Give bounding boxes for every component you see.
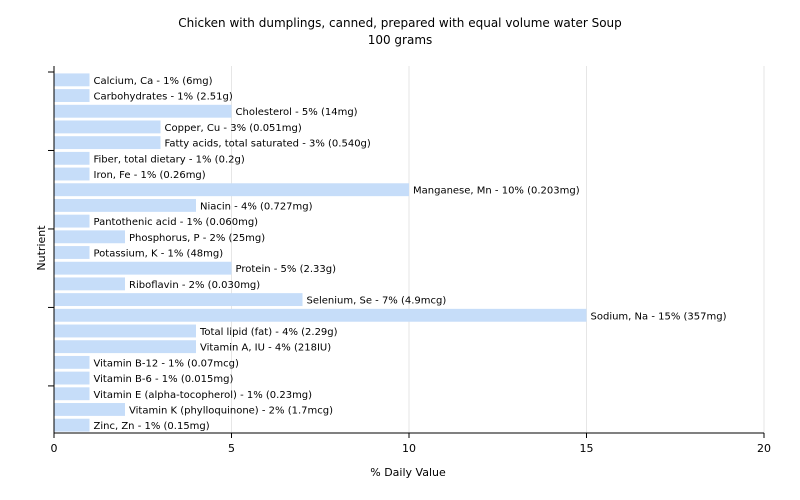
bar-label: Vitamin K (phylloquinone) - 2% (1.7mcg) (129, 405, 333, 416)
bar-label: Calcium, Ca - 1% (6mg) (94, 76, 213, 87)
bar (54, 418, 90, 432)
bar-label: Cholesterol - 5% (14mg) (236, 107, 358, 118)
bar-label: Fatty acids, total saturated - 3% (0.540… (165, 139, 371, 150)
x-axis-label: % Daily Value (370, 466, 446, 479)
bar (54, 230, 125, 244)
x-tick-label: 20 (757, 442, 771, 455)
bar (54, 73, 90, 87)
bar-label: Protein - 5% (2.33g) (236, 264, 337, 275)
bar (54, 183, 409, 197)
bar (54, 198, 196, 212)
bar-label: Copper, Cu - 3% (0.051mg) (165, 123, 302, 134)
bar (54, 324, 196, 338)
bar-label: Fiber, total dietary - 1% (0.2g) (94, 154, 245, 165)
bar (54, 246, 90, 259)
bar-label: Vitamin B-12 - 1% (0.07mcg) (94, 358, 239, 369)
x-ticks: 0 5 10 15 20 (51, 433, 771, 455)
bar-label: Niacin - 4% (0.727mg) (200, 201, 313, 212)
bar-label: Total lipid (fat) - 4% (2.29g) (199, 327, 338, 338)
bar (54, 293, 303, 307)
x-tick-label: 0 (51, 442, 58, 455)
bar (54, 387, 90, 401)
bar (54, 277, 125, 291)
y-ticks (48, 71, 54, 387)
bar-label: Vitamin B-6 - 1% (0.015mg) (94, 374, 234, 385)
bar (54, 308, 587, 322)
bar (54, 371, 90, 385)
bar-label: Potassium, K - 1% (48mg) (94, 249, 224, 260)
chart-subtitle: 100 grams (368, 33, 433, 47)
bar-label: Carbohydrates - 1% (2.51g) (94, 92, 233, 103)
x-tick-label: 10 (402, 442, 416, 455)
x-tick-label: 15 (580, 442, 594, 455)
bar (54, 261, 232, 275)
bar-label: Iron, Fe - 1% (0.26mg) (94, 170, 206, 181)
bar-label: Sodium, Na - 15% (357mg) (591, 311, 727, 322)
bar (54, 403, 125, 416)
bar (54, 340, 196, 354)
bar-label: Phosphorus, P - 2% (25mg) (129, 233, 265, 244)
bar-label: Riboflavin - 2% (0.030mg) (129, 280, 260, 291)
bar-label: Pantothenic acid - 1% (0.060mg) (94, 217, 259, 228)
bars (54, 73, 587, 432)
bar-labels: Calcium, Ca - 1% (6mg) Carbohydrates - 1%… (94, 76, 727, 432)
bar (54, 104, 232, 118)
bar (54, 136, 161, 150)
bar-label: Vitamin E (alpha-tocopherol) - 1% (0.23m… (94, 390, 313, 401)
bar-label: Manganese, Mn - 10% (0.203mg) (413, 186, 580, 197)
bar (54, 214, 90, 228)
bar (54, 120, 161, 134)
bar (54, 151, 90, 165)
bar (54, 167, 90, 181)
bar-label: Zinc, Zn - 1% (0.15mg) (94, 421, 210, 432)
bar (54, 89, 90, 102)
bar-label: Selenium, Se - 7% (4.9mcg) (307, 296, 447, 307)
chart-title: Chicken with dumplings, canned, prepared… (178, 16, 622, 30)
bar-label: Vitamin A, IU - 4% (218IU) (200, 343, 331, 354)
grid (231, 66, 765, 433)
bar (54, 355, 90, 369)
y-axis-label: Nutrient (35, 225, 48, 271)
x-tick-label: 5 (228, 442, 235, 455)
